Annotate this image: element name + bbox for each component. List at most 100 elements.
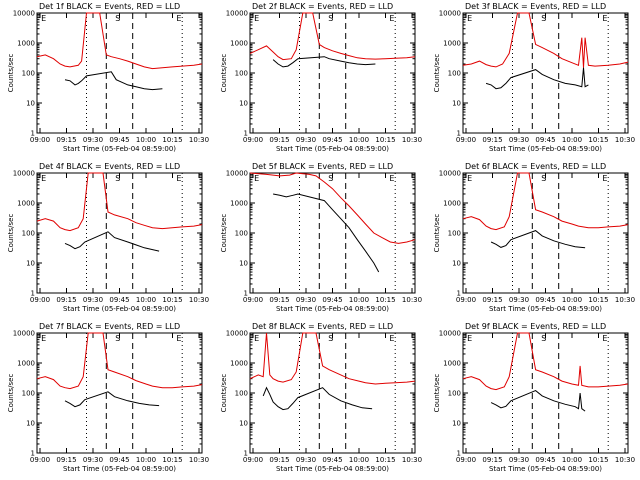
panel-title: Det 1f BLACK = Events, RED = LLD (39, 2, 180, 11)
x-tick-label: 10:30 (615, 136, 635, 144)
y-tick-label: 10000 (226, 10, 248, 18)
y-tick-label: 10 (452, 100, 461, 108)
x-tick-label: 10:15 (588, 456, 608, 464)
y-tick-label: 100 (235, 230, 248, 238)
y-axis-label: Counts/sec (220, 54, 228, 93)
x-tick-label: 10:30 (189, 296, 209, 304)
plot-frame (249, 172, 416, 294)
x-tick-label: 09:30 (509, 456, 529, 464)
y-tick-label: 1000 (17, 200, 35, 208)
interval-marker: E (254, 174, 259, 183)
x-tick-label: 10:15 (375, 296, 395, 304)
x-tick-label: 10:00 (136, 456, 156, 464)
y-tick-label: 100 (448, 390, 461, 398)
x-tick-label: 09:15 (482, 296, 502, 304)
y-tick-label: 1000 (17, 360, 35, 368)
y-tick-label: 10 (26, 420, 35, 428)
y-tick-label: 10 (26, 100, 35, 108)
x-axis-label: Start Time (05-Feb-04 08:59:00) (63, 305, 176, 313)
y-tick-label: 100 (235, 70, 248, 78)
x-tick-label: 09:30 (509, 136, 529, 144)
subplot-panel: Det 6f BLACK = Events, RED = LLD 1 10 100 10… (433, 162, 635, 313)
y-tick-label: 10000 (13, 170, 35, 178)
x-tick-label: 09:00 (30, 456, 50, 464)
lld-series-line (249, 332, 416, 385)
y-tick-label: 1 (244, 130, 248, 138)
x-tick-label: 09:45 (535, 456, 555, 464)
x-axis-label: Start Time (05-Feb-04 08:59:00) (276, 305, 389, 313)
y-tick-label: 10000 (226, 170, 248, 178)
panel-title: Det 3f BLACK = Events, RED = LLD (465, 2, 606, 11)
plot-frame (36, 172, 203, 294)
panel-title: Det 5f BLACK = Events, RED = LLD (252, 162, 393, 171)
x-axis-label: Start Time (05-Feb-04 08:59:00) (63, 145, 176, 153)
lld-series-line (249, 172, 416, 244)
x-axis-label: Start Time (05-Feb-04 08:59:00) (276, 145, 389, 153)
interval-marker: E (602, 14, 607, 23)
panel-title: Det 7f BLACK = Events, RED = LLD (39, 322, 180, 331)
y-tick-label: 100 (22, 230, 35, 238)
lld-series-line (462, 172, 629, 231)
x-tick-label: 10:15 (588, 296, 608, 304)
x-tick-label: 09:30 (83, 456, 103, 464)
x-tick-label: 09:30 (83, 296, 103, 304)
lld-series-line (462, 12, 629, 68)
x-tick-label: 10:00 (136, 296, 156, 304)
y-axis-label: Counts/sec (7, 374, 15, 413)
x-tick-label: 10:00 (562, 296, 582, 304)
x-tick-label: 09:00 (243, 296, 263, 304)
y-tick-label: 1000 (230, 40, 248, 48)
y-tick-label: 10 (452, 420, 461, 428)
subplot-panel: Det 7f BLACK = Events, RED = LLD 1 10 100 10… (7, 322, 209, 473)
x-tick-label: 10:15 (162, 296, 182, 304)
x-tick-label: 10:00 (349, 296, 369, 304)
y-tick-label: 1000 (17, 40, 35, 48)
panel-title: Det 6f BLACK = Events, RED = LLD (465, 162, 606, 171)
events-series-line (262, 386, 373, 411)
x-tick-label: 09:45 (109, 456, 129, 464)
x-tick-label: 10:15 (588, 136, 608, 144)
x-tick-label: 09:45 (109, 296, 129, 304)
y-tick-label: 10 (26, 260, 35, 268)
interval-marker: E (254, 14, 259, 23)
events-series-line (490, 230, 586, 249)
x-tick-label: 09:00 (456, 136, 476, 144)
interval-marker: E (467, 14, 472, 23)
interval-marker: S (541, 14, 546, 23)
y-tick-label: 1000 (230, 360, 248, 368)
interval-marker: S (328, 174, 333, 183)
x-tick-label: 09:15 (269, 136, 289, 144)
y-tick-label: 10000 (439, 170, 461, 178)
y-axis-label: Counts/sec (220, 214, 228, 253)
y-tick-label: 100 (448, 230, 461, 238)
panel-title: Det 4f BLACK = Events, RED = LLD (39, 162, 180, 171)
y-tick-label: 1 (31, 450, 35, 458)
x-tick-label: 10:00 (349, 136, 369, 144)
interval-marker: E (389, 174, 394, 183)
x-tick-label: 10:30 (402, 296, 422, 304)
interval-marker: E (41, 14, 46, 23)
interval-marker: E (41, 174, 46, 183)
interval-marker: S (328, 334, 333, 343)
plot-frame (249, 332, 416, 454)
y-tick-label: 1 (457, 290, 461, 298)
x-tick-label: 09:00 (243, 456, 263, 464)
x-tick-label: 10:00 (349, 456, 369, 464)
interval-marker: E (467, 334, 472, 343)
x-tick-label: 09:45 (535, 136, 555, 144)
events-series-line (490, 390, 586, 412)
interval-marker: E (602, 334, 607, 343)
x-tick-label: 10:30 (402, 456, 422, 464)
lld-series-line (36, 332, 203, 390)
y-tick-label: 1 (244, 450, 248, 458)
x-axis-label: Start Time (05-Feb-04 08:59:00) (489, 145, 602, 153)
plot-frame (462, 172, 629, 294)
events-series-line (272, 56, 376, 68)
x-tick-label: 10:00 (562, 136, 582, 144)
y-tick-label: 10000 (439, 10, 461, 18)
y-tick-label: 1000 (443, 360, 461, 368)
x-tick-label: 09:15 (269, 456, 289, 464)
x-tick-label: 10:30 (189, 136, 209, 144)
y-tick-label: 1 (457, 450, 461, 458)
